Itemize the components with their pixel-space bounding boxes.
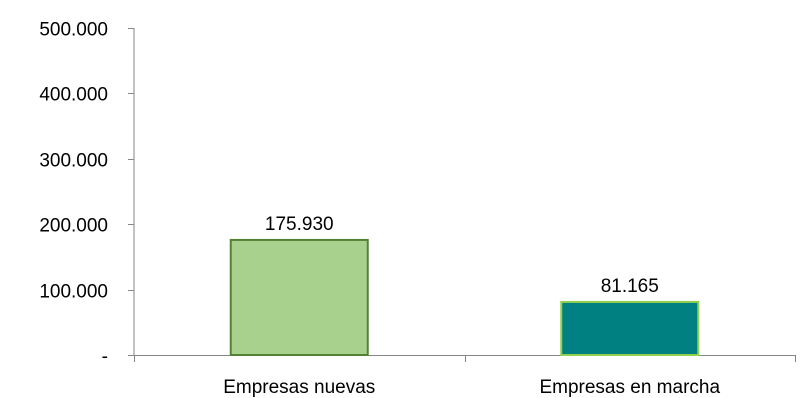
y-tick-label: - (102, 347, 108, 368)
y-tick-label: 300.000 (39, 151, 108, 172)
y-tick-label: 100.000 (39, 282, 108, 303)
bar-value-label: 81.165 (601, 276, 659, 297)
bar (560, 300, 700, 356)
bar (229, 238, 369, 356)
bar-value-label: 175.930 (265, 214, 334, 235)
y-tick-label: 500.000 (39, 20, 108, 41)
y-tick-label: 200.000 (39, 216, 108, 237)
x-category-label: Empresas nuevas (223, 377, 375, 398)
x-category-label: Empresas en marcha (539, 377, 720, 398)
y-axis: - 100.000 200.000 300.000 400.000 500.000 (39, 20, 135, 368)
x-axis: Empresas nuevas Empresas en marcha (134, 355, 796, 398)
data-labels: 175.930 81.165 (265, 214, 659, 297)
bars (229, 238, 700, 356)
y-tick-label: 400.000 (39, 85, 108, 106)
